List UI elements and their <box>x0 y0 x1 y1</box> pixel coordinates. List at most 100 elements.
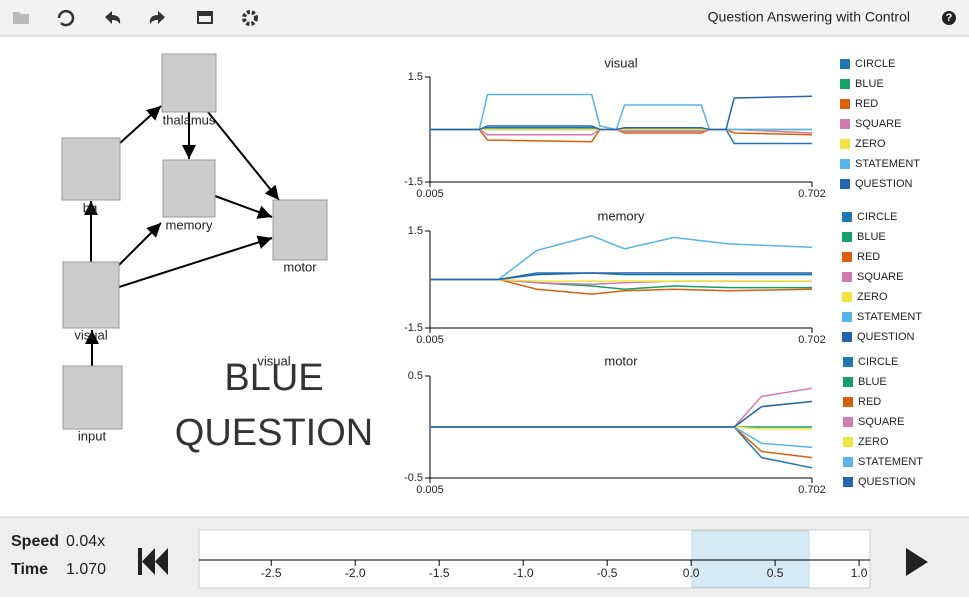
time-label: Time <box>11 561 48 578</box>
legend-swatch <box>840 59 850 69</box>
node[interactable] <box>272 199 328 261</box>
node[interactable] <box>62 365 123 430</box>
series-line <box>430 426 813 469</box>
undo-icon[interactable] <box>105 11 121 24</box>
series-line <box>430 272 812 281</box>
svg-text:?: ? <box>946 12 953 24</box>
timeline-tick-label: 0.0 <box>683 566 700 580</box>
node[interactable] <box>62 261 120 329</box>
x-tick-label: 0.005 <box>416 334 444 346</box>
legend-label: QUESTION <box>858 476 916 488</box>
legend-label: ZERO <box>858 436 889 448</box>
plot-title: memory <box>598 208 645 223</box>
legend-label: BLUE <box>857 231 886 243</box>
timeline-tick-label: 1.0 <box>851 566 868 580</box>
legend-label: STATEMENT <box>855 158 920 170</box>
series-line <box>430 278 812 282</box>
timeline-tick-label: -2.5 <box>261 566 282 580</box>
legend-swatch <box>843 377 853 387</box>
legend-label: CIRCLE <box>855 58 895 70</box>
legend-swatch <box>843 357 853 367</box>
series-line <box>430 93 812 131</box>
series-line <box>430 235 813 281</box>
edge <box>118 222 162 266</box>
legend-swatch <box>843 437 853 447</box>
reset-button[interactable] <box>138 548 168 575</box>
node-label: motor <box>283 259 317 274</box>
edge <box>118 235 273 288</box>
play-button[interactable] <box>906 548 928 576</box>
timeline-tick-label: -2.0 <box>345 566 366 580</box>
legend-swatch <box>843 457 853 467</box>
legend-label: SQUARE <box>858 416 904 428</box>
overlay-caption: visual <box>257 353 290 368</box>
toolbar-icons: ? <box>13 9 956 27</box>
timeline-tick-label: -0.5 <box>597 566 618 580</box>
help-icon[interactable] <box>942 11 956 25</box>
legend-label: RED <box>855 98 878 110</box>
overlay-text: QUESTION <box>175 412 373 454</box>
reset-icon[interactable] <box>57 9 75 27</box>
legend-swatch <box>842 312 852 322</box>
legend-swatch <box>842 232 852 242</box>
legend-label: ZERO <box>857 291 888 303</box>
legend-label: BLUE <box>858 376 887 388</box>
x-tick-label: 0.702 <box>798 334 826 346</box>
legend-label: ZERO <box>855 138 886 150</box>
x-tick-label: 0.005 <box>416 188 444 200</box>
legend-swatch <box>840 119 850 129</box>
legend-label: CIRCLE <box>858 356 898 368</box>
legend-label: STATEMENT <box>858 456 923 468</box>
edge <box>214 195 273 219</box>
y-tick-label: 1.5 <box>408 71 423 83</box>
time-value: 1.070 <box>66 561 106 578</box>
timeline-tick-label: -1.0 <box>513 566 534 580</box>
legend-swatch <box>842 212 852 222</box>
x-tick-label: 0.005 <box>416 484 444 496</box>
legend-label: RED <box>858 396 881 408</box>
node[interactable] <box>161 53 217 113</box>
minimap-icon[interactable] <box>197 11 213 24</box>
legend-label: QUESTION <box>857 331 915 343</box>
series-line <box>430 387 813 428</box>
series-line <box>430 128 813 143</box>
legend-swatch <box>842 292 852 302</box>
legend-label: BLUE <box>855 78 884 90</box>
legend-swatch <box>843 397 853 407</box>
timeline-tick-label: 0.5 <box>767 566 784 580</box>
series-line <box>430 272 812 281</box>
legend-label: SQUARE <box>855 118 901 130</box>
speed-value: 0.04x <box>66 533 105 550</box>
node[interactable] <box>162 159 216 218</box>
series-line <box>430 400 813 428</box>
network-graph: thalamus bg memory motor visual input vi… <box>61 53 373 454</box>
legend-swatch <box>842 332 852 342</box>
y-tick-label: -1.5 <box>404 176 423 188</box>
time-window <box>691 530 810 588</box>
overlay-text: BLUE <box>224 357 323 399</box>
legend-swatch <box>840 159 850 169</box>
node[interactable] <box>61 137 121 201</box>
legend-swatch <box>840 179 850 189</box>
y-tick-label: 0.5 <box>408 370 423 382</box>
legend-label: QUESTION <box>855 178 913 190</box>
node-label: thalamus <box>163 112 216 127</box>
redo-icon[interactable] <box>149 11 165 24</box>
settings-icon[interactable] <box>242 10 258 26</box>
series-line <box>430 95 813 131</box>
x-tick-label: 0.702 <box>798 188 826 200</box>
legend-label: CIRCLE <box>857 211 897 223</box>
legend-swatch <box>840 139 850 149</box>
y-tick-label: -0.5 <box>404 472 423 484</box>
series-line <box>430 426 813 459</box>
legend-swatch <box>842 252 852 262</box>
node-label: visual <box>74 327 107 342</box>
speed-label: Speed <box>11 533 59 550</box>
open-icon[interactable] <box>13 12 29 24</box>
x-tick-label: 0.702 <box>798 484 826 496</box>
legend-swatch <box>843 477 853 487</box>
plot-title: visual <box>604 55 637 70</box>
legend-label: RED <box>857 251 880 263</box>
edge <box>119 105 162 144</box>
